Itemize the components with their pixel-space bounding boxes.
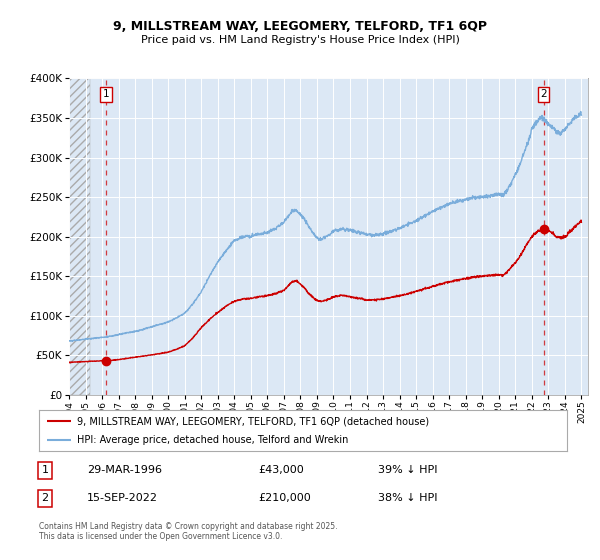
Text: £43,000: £43,000 [258,465,304,475]
Text: Contains HM Land Registry data © Crown copyright and database right 2025.
This d: Contains HM Land Registry data © Crown c… [39,522,337,542]
Text: 1: 1 [41,465,49,475]
Text: 15-SEP-2022: 15-SEP-2022 [87,493,158,503]
Text: 29-MAR-1996: 29-MAR-1996 [87,465,162,475]
Text: 38% ↓ HPI: 38% ↓ HPI [378,493,437,503]
Text: 1: 1 [103,90,109,100]
Text: 9, MILLSTREAM WAY, LEEGOMERY, TELFORD, TF1 6QP: 9, MILLSTREAM WAY, LEEGOMERY, TELFORD, T… [113,20,487,32]
Text: 2: 2 [41,493,49,503]
Text: 39% ↓ HPI: 39% ↓ HPI [378,465,437,475]
Text: £210,000: £210,000 [258,493,311,503]
Text: 9, MILLSTREAM WAY, LEEGOMERY, TELFORD, TF1 6QP (detached house): 9, MILLSTREAM WAY, LEEGOMERY, TELFORD, T… [77,417,429,426]
Text: HPI: Average price, detached house, Telford and Wrekin: HPI: Average price, detached house, Telf… [77,435,349,445]
Text: 2: 2 [540,90,547,100]
Text: Price paid vs. HM Land Registry's House Price Index (HPI): Price paid vs. HM Land Registry's House … [140,35,460,45]
